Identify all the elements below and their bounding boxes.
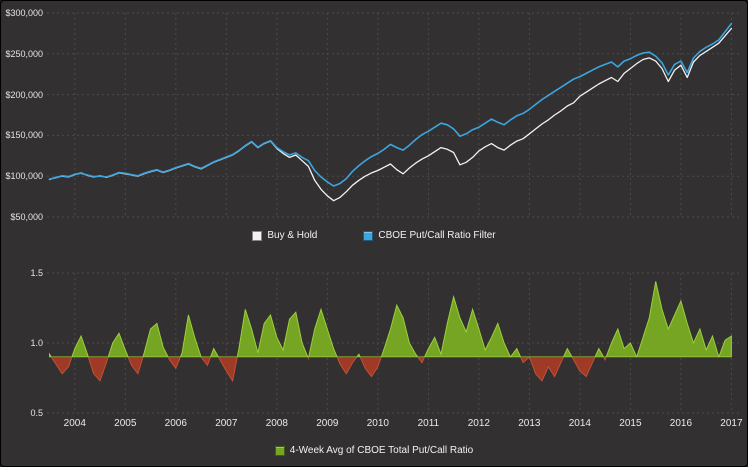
x-axis-tick-label: 2005: [114, 418, 137, 429]
y-axis-tick-label-bottom: 1.5: [30, 268, 43, 278]
legend-item-put-call-avg: 4-Week Avg of CBOE Total Put/Call Ratio: [274, 445, 474, 456]
buy-hold-swatch-icon: [252, 230, 263, 241]
y-axis-tick-label-top: $250,000: [5, 48, 43, 59]
legend-item-buy-hold: Buy & Hold: [252, 230, 317, 241]
legend-label-cboe-filter: CBOE Put/Call Ratio Filter: [378, 230, 496, 241]
cboe-filter-swatch-icon: [363, 230, 374, 241]
y-axis-tick-label-top: $100,000: [5, 171, 43, 182]
legend-label-buy-hold: Buy & Hold: [267, 230, 318, 241]
y-axis-tick-label-top: $50,000: [10, 212, 43, 222]
y-axis-tick-label-bottom: 0.5: [30, 408, 43, 418]
legend-equity-curves: Buy & Hold CBOE Put/Call Ratio Filter: [1, 230, 747, 241]
x-axis-tick-label: 2016: [669, 418, 693, 429]
x-axis-tick-label: 2004: [63, 418, 86, 429]
x-axis-tick-label: 2013: [518, 418, 541, 429]
legend-label-put-call-avg: 4-Week Avg of CBOE Total Put/Call Ratio: [289, 445, 474, 456]
x-axis-tick-label: 2006: [164, 418, 187, 429]
series-line-cboe-filter: [48, 22, 733, 187]
y-axis-tick-label-top: $150,000: [5, 130, 43, 141]
x-axis-tick-label: 2014: [568, 418, 591, 429]
x-axis-tick-label: 2007: [215, 418, 238, 429]
put-call-avg-swatch-icon: [274, 445, 285, 456]
series-line-buy-hold: [48, 27, 733, 202]
x-axis-tick-label: 2010: [366, 418, 389, 429]
x-axis-tick-label: 2011: [417, 418, 440, 429]
y-axis-tick-label-bottom: 1.0: [30, 338, 43, 348]
x-axis-tick-label: 2015: [619, 418, 642, 429]
legend-item-cboe-filter: CBOE Put/Call Ratio Filter: [363, 230, 496, 241]
y-axis-tick-label-top: $200,000: [5, 89, 43, 100]
x-axis-tick-label: 2008: [265, 418, 288, 429]
gridlines-equity-curves: [47, 12, 739, 218]
legend-put-call-ratio: 4-Week Avg of CBOE Total Put/Call Ratio: [1, 445, 747, 456]
x-axis-tick-label: 2017: [720, 418, 743, 429]
x-axis-tick-label: 2009: [316, 418, 339, 429]
x-axis-tick-label: 2012: [467, 418, 490, 429]
y-axis-tick-label-top: $300,000: [5, 8, 43, 18]
ratio-area-above-baseline: [49, 281, 732, 357]
